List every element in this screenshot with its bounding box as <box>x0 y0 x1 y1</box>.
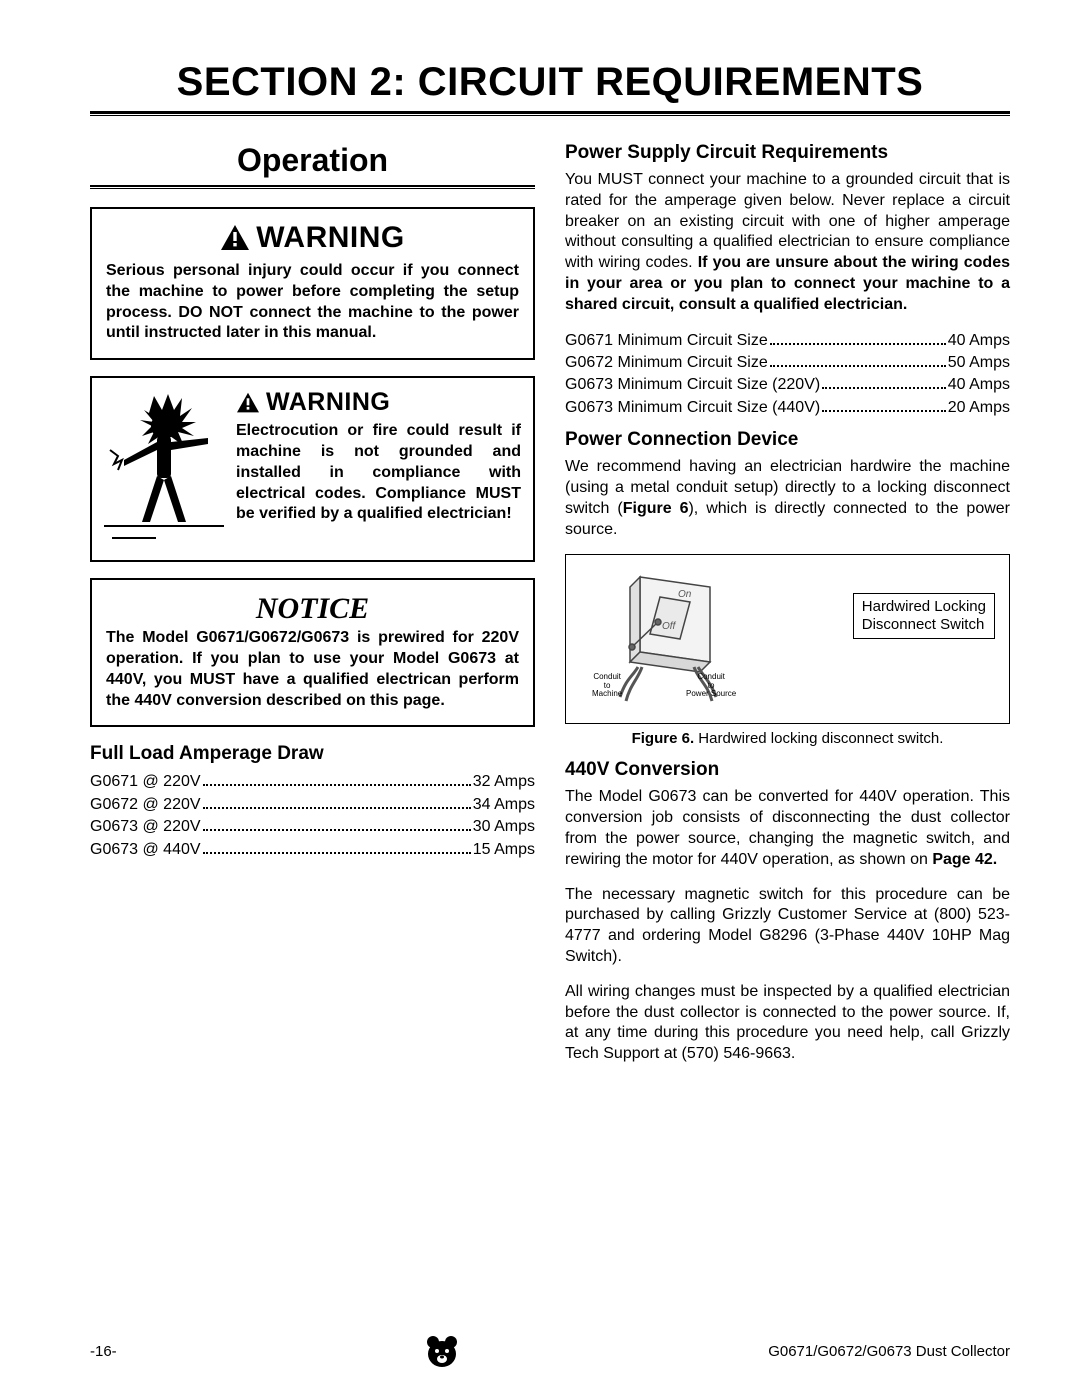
columns: Operation WARNING Serious personal injur… <box>90 138 1010 1079</box>
conv-p1: The Model G0673 can be converted for 440… <box>565 787 1010 870</box>
pscr-value: 40 Amps <box>948 330 1010 352</box>
fig-caption-rest: Hardwired locking disconnect switch. <box>694 730 943 747</box>
pscr-value: 40 Amps <box>948 374 1010 396</box>
warning-2-label: WARNING <box>266 388 390 417</box>
doc-title: G0671/G0672/G0673 Dust Collector <box>768 1343 1010 1360</box>
notice-box: NOTICE The Model G0671/G0672/G0673 is pr… <box>90 578 535 727</box>
section-title: SECTION 2: CIRCUIT REQUIREMENTS <box>90 60 1010 105</box>
pscr-label: G0672 Minimum Circuit Size <box>565 352 768 374</box>
conv-p1-bold: Page 42. <box>932 851 997 868</box>
pscr-label: G0673 Minimum Circuit Size (440V) <box>565 397 820 419</box>
pscr-row: G0672 Minimum Circuit Size 50 Amps <box>565 352 1010 374</box>
fla-row: G0671 @ 220V 32 Amps <box>90 771 535 793</box>
warning-1-label: WARNING <box>256 221 405 255</box>
fig-caption-bold: Figure 6. <box>632 730 695 747</box>
conv-p3: All wiring changes must be inspected by … <box>565 982 1010 1065</box>
pscr-row: G0673 Minimum Circuit Size (440V) 20 Amp… <box>565 397 1010 419</box>
figure-6-caption: Figure 6. Hardwired locking disconnect s… <box>565 730 1010 747</box>
dot-leader <box>203 794 471 808</box>
dot-leader <box>770 353 946 367</box>
notice-text: The Model G0671/G0672/G0673 is prewired … <box>106 628 519 711</box>
pscr-row: G0671 Minimum Circuit Size 40 Amps <box>565 330 1010 352</box>
dot-leader <box>203 772 471 786</box>
page-number: -16- <box>90 1343 117 1360</box>
title-rule-thick <box>90 111 1010 114</box>
svg-text:On: On <box>678 589 692 600</box>
fla-row: G0672 @ 220V 34 Amps <box>90 794 535 816</box>
dot-leader <box>203 817 471 831</box>
warning-box-1: WARNING Serious personal injury could oc… <box>90 207 535 360</box>
pcd-para: We recommend having an electrician hardw… <box>565 457 1010 540</box>
warning-1-text: Serious personal injury could occur if y… <box>106 261 519 344</box>
dot-leader <box>203 839 471 853</box>
conv-heading: 440V Conversion <box>565 759 1010 781</box>
right-column: Power Supply Circuit Requirements You MU… <box>565 138 1010 1079</box>
fla-label: G0671 @ 220V <box>90 771 201 793</box>
pscr-label: G0671 Minimum Circuit Size <box>565 330 768 352</box>
fla-list: G0671 @ 220V 32 Amps G0672 @ 220V 34 Amp… <box>90 771 535 861</box>
dot-leader <box>770 330 946 344</box>
warning-2-text: Electrocution or fire could result if ma… <box>236 421 521 525</box>
electrocution-icon <box>104 388 224 548</box>
conv-p2: The necessary magnetic switch for this p… <box>565 885 1010 968</box>
fla-heading: Full Load Amperage Draw <box>90 743 535 765</box>
warning-2-header: WARNING <box>236 388 521 417</box>
pscr-value: 20 Amps <box>948 397 1010 419</box>
fla-label: G0673 @ 440V <box>90 839 201 861</box>
pscr-value: 50 Amps <box>948 352 1010 374</box>
fla-row: G0673 @ 220V 30 Amps <box>90 816 535 838</box>
fla-row: G0673 @ 440V 15 Amps <box>90 839 535 861</box>
svg-text:Off: Off <box>662 621 677 632</box>
notice-label: NOTICE <box>106 592 519 626</box>
bear-logo-icon <box>424 1333 460 1369</box>
pcd-heading: Power Connection Device <box>565 429 1010 451</box>
fla-value: 32 Amps <box>473 771 535 793</box>
figure-6: On Off ConduittoMachine ConduittoPower S… <box>565 554 1010 724</box>
pscr-para: You MUST connect your machine to a groun… <box>565 170 1010 316</box>
fig-label-box: Hardwired LockingDisconnect Switch <box>853 593 995 639</box>
pscr-list: G0671 Minimum Circuit Size 40 Amps G0672… <box>565 330 1010 420</box>
warning-triangle-icon <box>220 224 250 252</box>
fla-label: G0672 @ 220V <box>90 794 201 816</box>
fla-value: 30 Amps <box>473 816 535 838</box>
warning-1-header: WARNING <box>106 221 519 255</box>
fla-label: G0673 @ 220V <box>90 816 201 838</box>
pscr-label: G0673 Minimum Circuit Size (220V) <box>565 374 820 396</box>
dot-leader <box>822 375 946 389</box>
warning-box-2: WARNING Electrocution or fire could resu… <box>90 376 535 562</box>
footer: -16- G0671/G0672/G0673 Dust Collector <box>90 1333 1010 1369</box>
op-rule-thin <box>90 188 535 189</box>
warning-triangle-icon <box>236 392 260 414</box>
pscr-row: G0673 Minimum Circuit Size (220V) 40 Amp… <box>565 374 1010 396</box>
title-rule-thin <box>90 115 1010 116</box>
fla-value: 34 Amps <box>473 794 535 816</box>
conduit-source-label: ConduittoPower Source <box>686 673 736 698</box>
pcd-fig-ref: Figure 6 <box>623 500 689 517</box>
left-column: Operation WARNING Serious personal injur… <box>90 138 535 1079</box>
operation-title: Operation <box>90 142 535 179</box>
page: SECTION 2: CIRCUIT REQUIREMENTS Operatio… <box>0 0 1080 1397</box>
dot-leader <box>822 397 946 411</box>
conduit-machine-label: ConduittoMachine <box>592 673 622 698</box>
pscr-heading: Power Supply Circuit Requirements <box>565 142 1010 164</box>
op-rule-thick <box>90 185 535 187</box>
fla-value: 15 Amps <box>473 839 535 861</box>
warning-2-right: WARNING Electrocution or fire could resu… <box>236 388 521 548</box>
